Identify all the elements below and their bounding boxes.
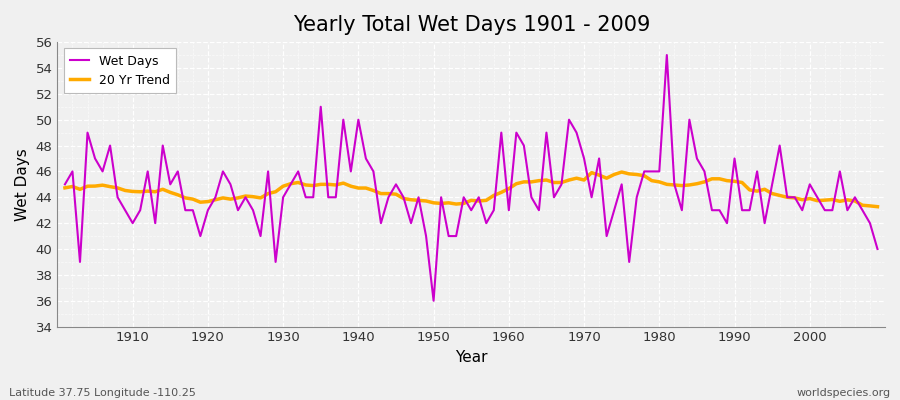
Legend: Wet Days, 20 Yr Trend: Wet Days, 20 Yr Trend <box>64 48 176 93</box>
Title: Yearly Total Wet Days 1901 - 2009: Yearly Total Wet Days 1901 - 2009 <box>292 15 650 35</box>
Wet Days <box>330 195 341 200</box>
20 Yr Trend <box>120 188 130 193</box>
20 Yr Trend <box>496 190 507 195</box>
20 Yr Trend <box>594 173 605 178</box>
20 Yr Trend <box>616 170 627 174</box>
Wet Days <box>662 53 672 58</box>
Text: Latitude 37.75 Longitude -110.25: Latitude 37.75 Longitude -110.25 <box>9 388 196 398</box>
Line: 20 Yr Trend: 20 Yr Trend <box>65 172 878 207</box>
20 Yr Trend <box>872 204 883 209</box>
20 Yr Trend <box>503 186 514 191</box>
Text: worldspecies.org: worldspecies.org <box>796 388 891 398</box>
Wet Days <box>428 298 439 303</box>
Line: Wet Days: Wet Days <box>65 55 878 301</box>
Wet Days <box>511 130 522 135</box>
Wet Days <box>120 208 130 213</box>
Wet Days <box>503 208 514 213</box>
Y-axis label: Wet Days: Wet Days <box>15 148 30 221</box>
Wet Days <box>285 182 296 187</box>
20 Yr Trend <box>59 186 70 190</box>
Wet Days <box>59 182 70 187</box>
X-axis label: Year: Year <box>455 350 488 365</box>
Wet Days <box>872 246 883 251</box>
20 Yr Trend <box>285 181 296 186</box>
Wet Days <box>601 234 612 238</box>
20 Yr Trend <box>330 182 341 187</box>
